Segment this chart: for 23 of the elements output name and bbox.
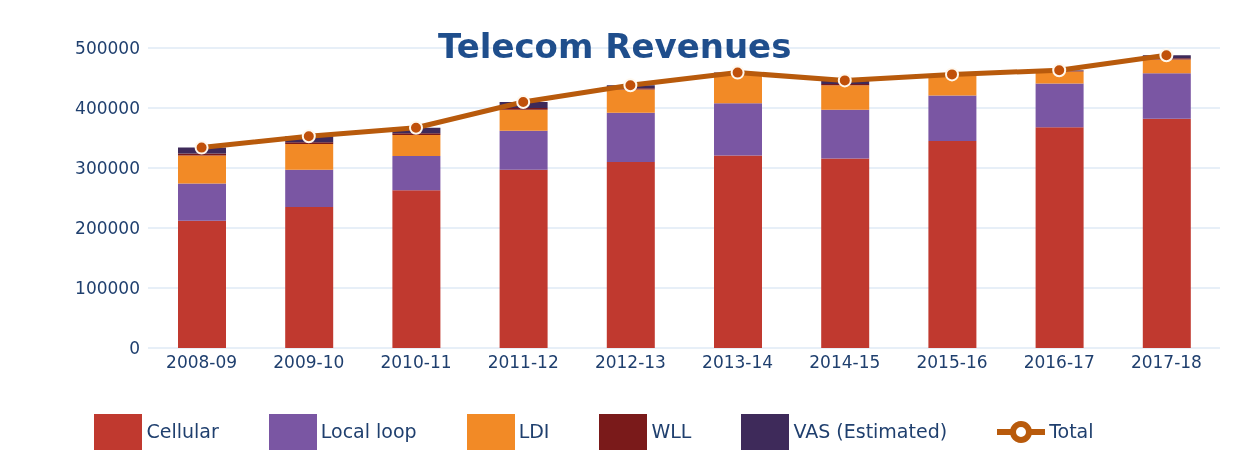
x-tick-label: 2011-12: [487, 352, 559, 373]
y-tick-label: 300000: [75, 158, 140, 179]
x-tick-label: 2014-15: [809, 352, 881, 373]
x-tick-label: 2013-14: [702, 352, 774, 373]
y-tick-label: 0: [129, 338, 140, 359]
x-tick-label: 2012-13: [594, 352, 666, 373]
x-tick-label: 2009-10: [273, 352, 345, 373]
legend-label: Total: [1049, 419, 1094, 442]
x-tick-label: 2010-11: [380, 352, 452, 373]
chart-title: Telecom Revenues: [438, 26, 792, 66]
legend-label: WLL: [651, 419, 692, 442]
x-tick-label: 2016-17: [1023, 352, 1095, 373]
y-tick-label: 400000: [75, 98, 140, 119]
legend-label: VAS (Estimated): [793, 419, 948, 442]
legend-label: Cellular: [146, 419, 219, 442]
legend-label: Local loop: [320, 419, 417, 442]
y-tick-label: 500000: [75, 38, 140, 59]
x-tick-label: 2017-18: [1130, 352, 1202, 373]
x-tick-label: 2008-09: [166, 352, 238, 373]
y-tick-label: 100000: [75, 278, 140, 299]
legend-label: LDI: [518, 419, 550, 442]
y-tick-label: 200000: [75, 218, 140, 239]
x-tick-label: 2015-16: [916, 352, 988, 373]
